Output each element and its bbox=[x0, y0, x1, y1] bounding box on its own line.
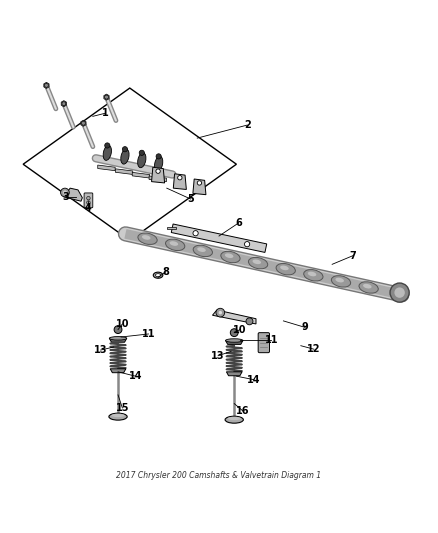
Text: 4: 4 bbox=[84, 203, 91, 213]
Circle shape bbox=[87, 201, 90, 204]
Text: 11: 11 bbox=[142, 329, 155, 339]
Circle shape bbox=[105, 143, 110, 148]
Text: 16: 16 bbox=[236, 406, 250, 416]
Text: 11: 11 bbox=[265, 335, 278, 345]
Text: 6: 6 bbox=[235, 218, 242, 228]
Text: 3: 3 bbox=[63, 192, 69, 202]
Circle shape bbox=[246, 318, 253, 325]
Ellipse shape bbox=[138, 152, 146, 168]
Polygon shape bbox=[167, 228, 176, 229]
Ellipse shape bbox=[225, 416, 244, 423]
Ellipse shape bbox=[276, 263, 295, 275]
Circle shape bbox=[60, 188, 69, 197]
Circle shape bbox=[197, 181, 201, 185]
Polygon shape bbox=[81, 120, 86, 126]
Ellipse shape bbox=[336, 278, 344, 282]
Circle shape bbox=[216, 308, 225, 317]
Polygon shape bbox=[173, 174, 186, 189]
Circle shape bbox=[114, 326, 122, 334]
Polygon shape bbox=[149, 176, 166, 182]
Text: 12: 12 bbox=[307, 344, 321, 354]
Text: 8: 8 bbox=[162, 266, 170, 277]
Ellipse shape bbox=[308, 272, 316, 276]
Ellipse shape bbox=[332, 276, 351, 287]
Circle shape bbox=[230, 329, 238, 336]
Text: 10: 10 bbox=[116, 319, 129, 329]
Circle shape bbox=[156, 154, 161, 159]
Polygon shape bbox=[226, 372, 242, 376]
Ellipse shape bbox=[359, 282, 378, 293]
Polygon shape bbox=[226, 341, 243, 344]
Polygon shape bbox=[62, 101, 66, 106]
Ellipse shape bbox=[363, 284, 371, 288]
Ellipse shape bbox=[155, 273, 161, 277]
Ellipse shape bbox=[252, 260, 261, 264]
Ellipse shape bbox=[228, 417, 241, 420]
Ellipse shape bbox=[225, 253, 233, 258]
Text: 14: 14 bbox=[129, 371, 142, 381]
Ellipse shape bbox=[170, 241, 178, 246]
Text: 13: 13 bbox=[94, 345, 107, 355]
Text: 10: 10 bbox=[233, 325, 247, 335]
Text: 9: 9 bbox=[302, 322, 308, 333]
Ellipse shape bbox=[142, 235, 151, 240]
Ellipse shape bbox=[138, 233, 157, 245]
Ellipse shape bbox=[193, 245, 212, 256]
Text: 5: 5 bbox=[187, 194, 194, 204]
Polygon shape bbox=[45, 83, 48, 87]
Ellipse shape bbox=[121, 149, 129, 164]
Text: 7: 7 bbox=[350, 251, 357, 261]
Ellipse shape bbox=[110, 336, 127, 340]
FancyBboxPatch shape bbox=[258, 333, 269, 353]
Circle shape bbox=[139, 150, 145, 156]
Circle shape bbox=[219, 311, 222, 314]
Ellipse shape bbox=[166, 239, 185, 251]
Polygon shape bbox=[171, 224, 267, 253]
Ellipse shape bbox=[221, 251, 240, 263]
Polygon shape bbox=[104, 94, 109, 100]
FancyBboxPatch shape bbox=[84, 193, 93, 208]
Polygon shape bbox=[64, 188, 82, 201]
Ellipse shape bbox=[112, 414, 124, 417]
Polygon shape bbox=[81, 121, 85, 125]
Ellipse shape bbox=[248, 257, 268, 269]
Ellipse shape bbox=[280, 265, 289, 270]
Circle shape bbox=[390, 283, 409, 302]
Polygon shape bbox=[212, 310, 256, 324]
Polygon shape bbox=[98, 165, 115, 171]
Polygon shape bbox=[61, 101, 67, 107]
Circle shape bbox=[87, 197, 90, 200]
Ellipse shape bbox=[153, 272, 163, 278]
Polygon shape bbox=[193, 179, 206, 195]
Text: 14: 14 bbox=[247, 375, 261, 385]
Text: 1: 1 bbox=[102, 108, 108, 118]
Text: 2: 2 bbox=[244, 120, 251, 130]
Ellipse shape bbox=[155, 156, 163, 171]
Polygon shape bbox=[23, 88, 237, 240]
Ellipse shape bbox=[109, 413, 127, 420]
Ellipse shape bbox=[226, 339, 243, 342]
Polygon shape bbox=[110, 369, 126, 373]
Text: 13: 13 bbox=[212, 351, 225, 361]
Text: 2017 Chrysler 200 Camshafts & Valvetrain Diagram 1: 2017 Chrysler 200 Camshafts & Valvetrain… bbox=[117, 471, 321, 480]
Ellipse shape bbox=[103, 146, 111, 160]
Circle shape bbox=[63, 190, 67, 195]
Polygon shape bbox=[105, 95, 108, 99]
Polygon shape bbox=[44, 82, 49, 88]
Polygon shape bbox=[132, 172, 150, 178]
Circle shape bbox=[178, 175, 182, 180]
Polygon shape bbox=[110, 338, 127, 342]
Circle shape bbox=[122, 147, 127, 152]
Circle shape bbox=[244, 241, 250, 247]
Ellipse shape bbox=[197, 247, 206, 252]
Circle shape bbox=[156, 169, 160, 173]
Circle shape bbox=[193, 231, 198, 236]
Polygon shape bbox=[152, 167, 165, 183]
Ellipse shape bbox=[304, 270, 323, 281]
Circle shape bbox=[394, 287, 405, 298]
Polygon shape bbox=[115, 169, 133, 174]
Text: 15: 15 bbox=[116, 403, 129, 413]
